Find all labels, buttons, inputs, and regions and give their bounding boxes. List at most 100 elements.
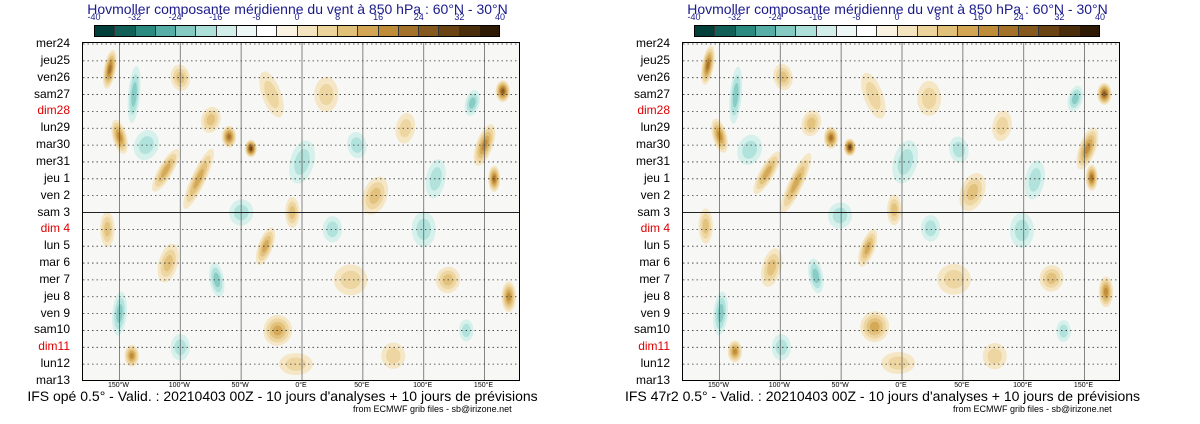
field-anomaly-patch [952,141,965,158]
y-tick-label: mer24 [35,36,70,50]
y-tick-label: mer 7 [39,271,70,286]
y-tick-label: mar13 [35,373,70,387]
field-anomaly-patch [340,270,361,290]
field-anomaly-patch [1090,174,1094,181]
hovmoller-plot-area [82,42,520,381]
field-anomaly-patch [1059,324,1068,338]
colorbar-swatch [695,26,716,36]
y-tick-label: ven 9 [40,305,70,320]
field-anomaly-patch [129,352,134,359]
field-anomaly-patch [262,239,269,253]
field-anomaly-patch [966,183,979,201]
field-anomaly-patch [350,137,363,153]
colorbar-swatch [95,26,116,36]
field-anomaly-patch [943,270,965,289]
field-anomaly-patch [865,81,881,110]
x-tick-label: 150°E [1073,382,1094,389]
y-tick-label: mer 7 [639,271,670,286]
colorbar-swatch [176,26,197,36]
field-anomaly-patch [1014,219,1030,241]
field-anomaly-patch [869,321,880,332]
field-anomaly-patch [1103,287,1108,297]
colorbar [94,25,500,37]
x-tick-label: 100°E [1013,382,1033,389]
colorbar-swatch [917,26,938,36]
field-anomaly-patch [832,207,848,224]
x-tick-label: 100°W [768,382,790,389]
colorbar-swatch [277,26,298,36]
field-anomaly-patch [492,175,496,182]
y-tick-label: mer31 [35,153,70,168]
colorbar-tick-label: -24 [168,12,182,22]
field-anomaly-patch [206,114,216,126]
colorbar-swatch [776,26,797,36]
y-tick-label: mar13 [635,373,670,387]
colorbar-swatch [836,26,857,36]
colorbar-tick-label: -32 [728,12,742,22]
y-tick-label: mer31 [635,153,670,168]
field-anomaly-patch [924,220,937,237]
field-anomaly-patch [1084,142,1091,155]
field-anomaly-patch [706,60,710,70]
colorbar-swatch [816,26,837,36]
colorbar-swatch [257,26,278,36]
field-anomaly-patch [501,89,505,94]
y-tick-label: dim28 [637,103,670,118]
field-anomaly-patch [921,87,937,109]
field-anomaly-patch [762,165,772,180]
y-tick-label: jeu25 [640,52,670,67]
field-anomaly-patch [848,145,851,149]
field-anomaly-patch [775,339,788,356]
y-tick-label: mar 6 [39,255,70,270]
colorbar-swatch [419,26,440,36]
y-tick-label: sam10 [33,322,70,337]
y-tick-label: ven26 [637,69,670,84]
colorbar-tick-label: 32 [454,12,465,22]
hovmoller-panel-right: Hovmoller composante méridienne du vent … [600,0,1200,424]
field-anomaly-patch [897,149,914,175]
field-anomaly-patch [163,254,173,272]
hovmoller-panel-left: Hovmoller composante méridienne du vent … [27,1,537,414]
x-tick-label: 50°W [231,382,249,389]
colorbar-swatch [317,26,338,36]
field-anomaly-patch [829,135,833,141]
colorbar-tick-label: 40 [494,12,506,22]
colorbar-swatch [115,26,136,36]
field-anomaly-patch [369,187,381,204]
y-tick-label: sam27 [633,86,670,101]
colorbar-tick-label: -8 [852,12,861,22]
x-tick-label: 100°W [168,382,190,389]
colorbar-tick-label: 8 [935,12,941,22]
colorbar-swatch [216,26,237,36]
y-tick-label: jeu 8 [643,288,670,303]
colorbar-tick-label: 8 [335,12,341,22]
colorbar-swatch [755,26,776,36]
y-tick-label: jeu 1 [643,170,670,185]
y-tick-label: lun29 [640,120,670,135]
field-anomaly-patch [732,348,737,355]
y-tick-label: lun12 [640,356,670,371]
colorbar-swatch [338,26,359,36]
y-tick-label: sam 3 [637,204,670,219]
field-anomaly-patch [987,348,1002,365]
field-anomaly-patch [108,64,112,74]
colorbar-swatch [877,26,898,36]
y-tick-label: sam27 [33,86,70,101]
y-tick-label: ven 2 [640,187,670,202]
colorbar [694,25,1100,37]
colorbar-swatch [1039,26,1060,36]
field-anomaly-patch [891,203,898,217]
y-tick-label: dim11 [38,339,70,354]
y-tick-label: lun 5 [43,238,70,253]
colorbar-tick-label: 32 [1054,12,1065,22]
field-anomaly-patch [104,221,111,237]
field-anomaly-patch [193,168,204,189]
field-anomaly-patch [702,218,709,234]
field-anomaly-patch [1071,93,1079,105]
y-tick-label: jeu 8 [43,288,70,303]
x-tick-label: 0°E [895,382,907,389]
colorbar-tick-label: -24 [768,12,782,22]
y-tick-label: lun 5 [643,238,670,253]
y-tick-label: mar30 [635,137,670,152]
colorbar-swatch [1019,26,1040,36]
